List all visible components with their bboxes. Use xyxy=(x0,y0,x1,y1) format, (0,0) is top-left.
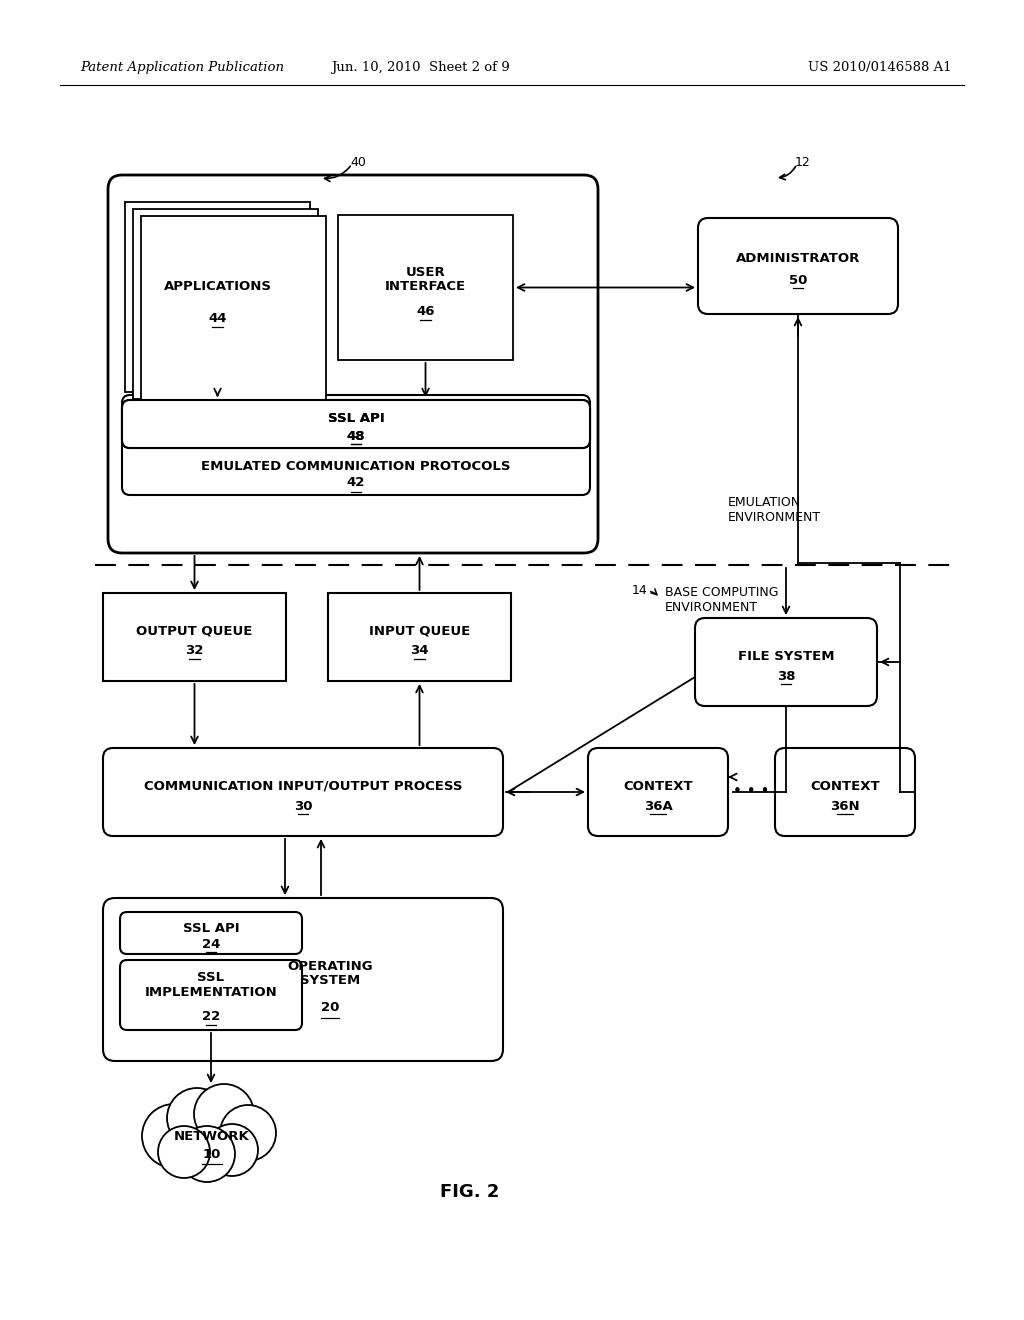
Text: EMULATED COMMUNICATION PROTOCOLS: EMULATED COMMUNICATION PROTOCOLS xyxy=(202,461,511,474)
FancyBboxPatch shape xyxy=(122,395,590,495)
Text: OPERATING
SYSTEM: OPERATING SYSTEM xyxy=(287,960,373,987)
Circle shape xyxy=(158,1126,210,1177)
Text: COMMUNICATION INPUT/OUTPUT PROCESS: COMMUNICATION INPUT/OUTPUT PROCESS xyxy=(143,780,462,792)
Text: 36N: 36N xyxy=(830,800,860,813)
FancyBboxPatch shape xyxy=(120,912,302,954)
Text: 50: 50 xyxy=(788,273,807,286)
Bar xyxy=(338,215,513,360)
Circle shape xyxy=(142,1104,206,1168)
Circle shape xyxy=(167,1088,227,1148)
Text: SSL API: SSL API xyxy=(182,921,240,935)
FancyBboxPatch shape xyxy=(103,748,503,836)
Text: ADMINISTRATOR: ADMINISTRATOR xyxy=(736,252,860,264)
FancyBboxPatch shape xyxy=(588,748,728,836)
Text: 34: 34 xyxy=(411,644,429,657)
Bar xyxy=(141,216,326,407)
FancyBboxPatch shape xyxy=(103,898,503,1061)
Text: US 2010/0146588 A1: US 2010/0146588 A1 xyxy=(808,62,952,74)
FancyBboxPatch shape xyxy=(775,748,915,836)
Text: 48: 48 xyxy=(347,429,366,442)
Bar xyxy=(103,593,286,681)
Text: 46: 46 xyxy=(416,305,435,318)
Text: APPLICATIONS: APPLICATIONS xyxy=(164,281,271,293)
Text: EMULATION
ENVIRONMENT: EMULATION ENVIRONMENT xyxy=(728,496,821,524)
Text: 10: 10 xyxy=(203,1147,221,1160)
Text: USER
INTERFACE: USER INTERFACE xyxy=(385,265,466,293)
Text: Jun. 10, 2010  Sheet 2 of 9: Jun. 10, 2010 Sheet 2 of 9 xyxy=(331,62,509,74)
Text: OUTPUT QUEUE: OUTPUT QUEUE xyxy=(136,624,253,638)
Text: 12: 12 xyxy=(795,157,811,169)
FancyBboxPatch shape xyxy=(122,400,590,447)
FancyBboxPatch shape xyxy=(698,218,898,314)
Text: FIG. 2: FIG. 2 xyxy=(440,1183,500,1201)
Text: BASE COMPUTING
ENVIRONMENT: BASE COMPUTING ENVIRONMENT xyxy=(665,586,778,614)
Circle shape xyxy=(220,1105,276,1162)
FancyBboxPatch shape xyxy=(695,618,877,706)
Text: NETWORK: NETWORK xyxy=(174,1130,250,1143)
Text: 42: 42 xyxy=(347,477,366,490)
Bar xyxy=(328,593,511,681)
Text: 24: 24 xyxy=(202,937,220,950)
Text: 36A: 36A xyxy=(644,800,673,813)
Text: CONTEXT: CONTEXT xyxy=(810,780,880,792)
Text: SSL API: SSL API xyxy=(328,412,384,425)
Text: 20: 20 xyxy=(321,1001,339,1014)
Text: Patent Application Publication: Patent Application Publication xyxy=(80,62,284,74)
Bar xyxy=(133,209,318,399)
FancyBboxPatch shape xyxy=(122,400,590,447)
Circle shape xyxy=(194,1084,254,1144)
Text: CONTEXT: CONTEXT xyxy=(624,780,693,792)
Bar xyxy=(125,202,310,392)
Circle shape xyxy=(206,1125,258,1176)
Text: SSL
IMPLEMENTATION: SSL IMPLEMENTATION xyxy=(144,972,278,999)
Text: INPUT QUEUE: INPUT QUEUE xyxy=(369,624,470,638)
Text: 30: 30 xyxy=(294,800,312,813)
FancyBboxPatch shape xyxy=(120,960,302,1030)
Text: • • •: • • • xyxy=(733,784,770,800)
Text: 40: 40 xyxy=(350,157,366,169)
Text: 32: 32 xyxy=(185,644,204,657)
Circle shape xyxy=(179,1126,234,1181)
Text: 44: 44 xyxy=(208,313,226,326)
FancyBboxPatch shape xyxy=(108,176,598,553)
Ellipse shape xyxy=(165,1104,259,1163)
Text: 48: 48 xyxy=(347,429,366,442)
Text: 14: 14 xyxy=(631,583,647,597)
Text: SSL API: SSL API xyxy=(328,412,384,425)
Text: FILE SYSTEM: FILE SYSTEM xyxy=(737,649,835,663)
Text: 38: 38 xyxy=(777,669,796,682)
Text: 22: 22 xyxy=(202,1011,220,1023)
